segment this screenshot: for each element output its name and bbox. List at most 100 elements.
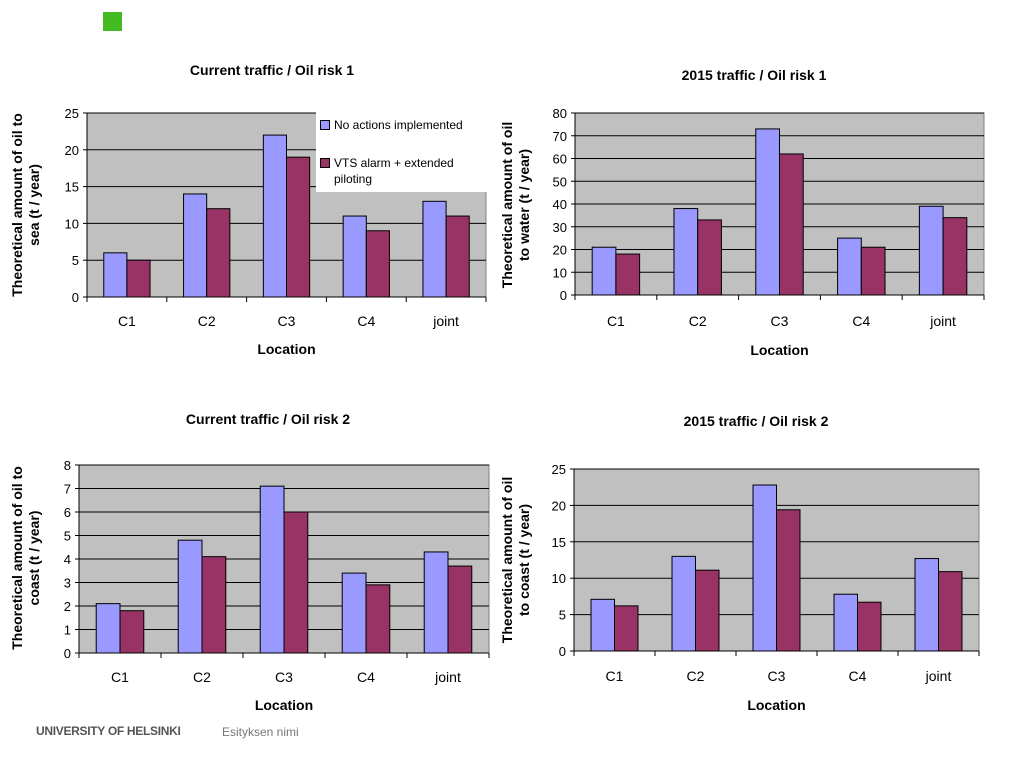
chart-title: 2015 traffic / Oil risk 1	[682, 67, 827, 83]
y-tick-label: 10	[65, 216, 79, 231]
y-tick-label: 8	[64, 458, 71, 473]
y-tick-label: 2	[64, 599, 71, 614]
bar	[697, 219, 722, 296]
x-tick-label: joint	[434, 669, 461, 685]
bar	[615, 253, 641, 296]
bar	[591, 246, 617, 296]
y-tick-label: 0	[64, 646, 71, 661]
y-axis-label: Theoretical amount of oilto coast (t / y…	[499, 477, 532, 643]
bar	[259, 485, 285, 654]
y-axis-label: Theoretical amount of oilto water (t / y…	[499, 122, 532, 288]
bar	[445, 215, 470, 298]
y-axis-label-line: to water (t / year)	[516, 149, 532, 261]
bar	[590, 598, 616, 652]
y-tick-label: 10	[552, 571, 566, 586]
x-tick-label: C1	[606, 668, 624, 684]
y-axis-label-line: coast (t / year)	[26, 511, 42, 606]
bar	[938, 571, 963, 652]
legend-item: VTS alarm + extended piloting	[320, 155, 489, 187]
bar	[183, 193, 208, 298]
x-tick-label: C4	[852, 313, 870, 329]
x-tick-label: joint	[925, 668, 952, 684]
bar	[365, 584, 391, 654]
y-tick-label: 80	[553, 106, 567, 121]
y-tick-label: 20	[552, 498, 566, 513]
y-axis-label-line: sea (t / year)	[26, 164, 42, 246]
bar	[673, 208, 699, 296]
bar	[423, 551, 449, 654]
bar	[833, 593, 859, 652]
bar	[942, 217, 968, 296]
y-tick-label: 5	[72, 253, 79, 268]
bar	[671, 555, 697, 652]
bar	[918, 205, 944, 296]
x-tick-label: C4	[849, 668, 867, 684]
legend-label: No actions implemented	[334, 118, 463, 132]
chart-current-traffic-oil-risk-2: 0 1 2 3 4 5 6 7 8 C1 C2 C3 C4 joint Current traffic / …	[9, 411, 490, 713]
legend-item: No actions implemented	[320, 117, 489, 133]
y-axis-label-line: Theoretical amount of oil	[499, 122, 515, 288]
y-tick-label: 40	[553, 197, 567, 212]
bar	[755, 128, 781, 296]
y-tick-label: 3	[64, 576, 71, 591]
bar	[342, 215, 367, 298]
bar	[752, 484, 778, 652]
bar	[283, 511, 309, 654]
y-tick-label: 7	[64, 482, 71, 497]
x-tick-label: C2	[687, 668, 705, 684]
accent-square	[103, 12, 122, 31]
y-tick-label: 60	[553, 152, 567, 167]
y-tick-label: 5	[559, 608, 566, 623]
y-axis-label-line: to coast (t / year)	[516, 504, 532, 616]
y-axis-label: Theoretical amount of oil tocoast (t / y…	[9, 466, 42, 650]
bar	[103, 252, 128, 298]
bar	[286, 156, 311, 298]
x-tick-label: joint	[929, 313, 956, 329]
x-axis-label: Location	[747, 697, 805, 713]
bar	[262, 134, 288, 298]
y-axis-label-line: Theoretical amount of oil	[499, 477, 515, 643]
y-tick-label: 0	[560, 288, 567, 303]
y-tick-label: 15	[552, 535, 566, 550]
bar	[695, 569, 720, 652]
chart-title: Current traffic / Oil risk 2	[186, 411, 350, 427]
y-tick-label: 5	[64, 529, 71, 544]
bar	[206, 208, 231, 298]
x-tick-label: joint	[432, 313, 459, 329]
x-tick-label: C2	[198, 313, 216, 329]
legend-label: VTS alarm + extended piloting	[334, 156, 454, 186]
bar	[95, 603, 121, 654]
y-tick-label: 4	[64, 552, 71, 567]
x-tick-label: C3	[768, 668, 786, 684]
x-tick-label: C2	[689, 313, 707, 329]
y-tick-label: 0	[559, 644, 566, 659]
y-tick-label: 0	[72, 290, 79, 305]
bar	[914, 558, 940, 652]
bar	[779, 153, 804, 296]
legend-swatch	[320, 158, 330, 168]
x-tick-label: C3	[275, 669, 293, 685]
y-tick-label: 15	[65, 180, 79, 195]
y-tick-label: 30	[553, 220, 567, 235]
bar	[447, 565, 473, 654]
y-tick-label: 70	[553, 129, 567, 144]
x-axis-label: Location	[255, 697, 313, 713]
chart-legend: No actions implemented VTS alarm + exten…	[316, 112, 487, 192]
bar	[126, 259, 151, 298]
chart-title: 2015 traffic / Oil risk 2	[684, 413, 829, 429]
x-axis-label: Location	[257, 341, 315, 357]
x-tick-label: C4	[357, 313, 375, 329]
y-tick-label: 1	[64, 623, 71, 638]
y-tick-label: 25	[552, 462, 566, 477]
bar	[614, 605, 639, 652]
bar	[422, 200, 447, 298]
y-tick-label: 25	[65, 106, 79, 121]
university-logo: UNIVERSITY OF HELSINKI	[36, 724, 181, 738]
chart-current-traffic-oil-risk-1: 0 5 10 15 20 25 C1 C2 C3 C4 joint Current traffic /…	[9, 62, 487, 357]
legend-swatch	[320, 120, 330, 130]
bar	[857, 601, 882, 652]
y-tick-label: 20	[65, 143, 79, 158]
bar	[119, 610, 145, 654]
x-tick-label: C1	[118, 313, 136, 329]
